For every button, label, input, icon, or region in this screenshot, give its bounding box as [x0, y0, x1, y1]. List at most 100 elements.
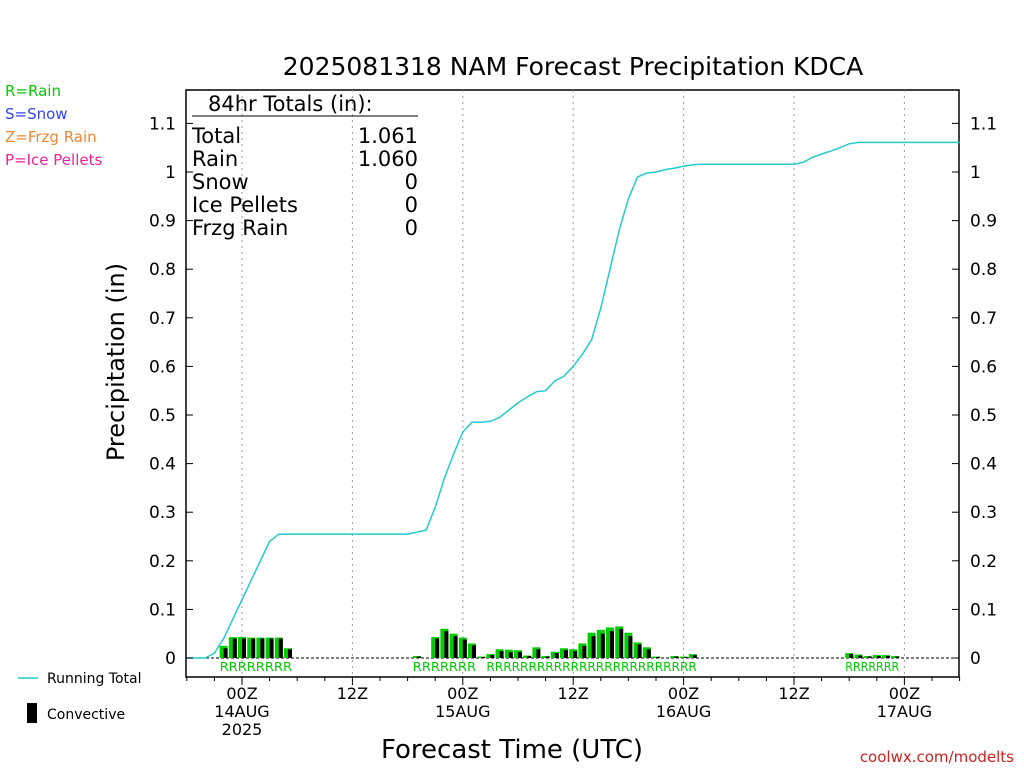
x-tick-label: 00Z [889, 684, 920, 703]
y-tick-label: 0.1 [149, 600, 176, 620]
convective-bar [499, 651, 504, 658]
convective-bar [564, 650, 568, 658]
convective-bar [527, 656, 532, 658]
y-tick-label: 0.9 [970, 212, 997, 232]
convective-bar [591, 636, 596, 658]
convective-legend-swatch [27, 703, 37, 723]
vertical-gridlines [241, 90, 905, 677]
precip-type-legend-item: Z=Frzg Rain [5, 128, 97, 146]
convective-bar [462, 639, 467, 658]
y-tick-label: 0.3 [970, 503, 997, 523]
totals-header: 84hr Totals (in): [208, 92, 373, 116]
y-tick-label: 0.5 [149, 406, 176, 426]
convective-bar [619, 628, 624, 658]
totals-row-value: 0 [405, 170, 418, 194]
convective-bar [545, 656, 550, 658]
y-tick-label: 1 [165, 163, 176, 183]
convective-bar [637, 644, 642, 658]
x-tick-label: 00Z [226, 684, 257, 703]
x-tick-label: 12Z [778, 684, 809, 703]
convective-bar [849, 654, 854, 658]
convective-bar [674, 656, 679, 658]
totals-row-label: Total [191, 124, 241, 148]
y-tick-label: 0.9 [149, 212, 176, 232]
convective-bar [251, 638, 256, 658]
convective-bar [508, 652, 513, 658]
totals-row-label: Rain [192, 147, 238, 171]
convective-bar [628, 636, 633, 658]
convective-bar [444, 631, 449, 658]
x-tick-label: 00Z [447, 684, 478, 703]
running-total-line [186, 141, 960, 659]
convective-bar [646, 649, 651, 658]
y-tick-label: 0 [970, 649, 981, 669]
convective-bar [269, 638, 274, 658]
convective-bar [692, 655, 697, 658]
convective-bar [453, 636, 458, 658]
x-tick-label: 12Z [558, 684, 589, 703]
totals-row-value: 1.060 [358, 147, 418, 171]
y-tick-label: 0.5 [970, 406, 997, 426]
y-tick-label: 1 [970, 163, 981, 183]
convective-bar [472, 645, 476, 658]
convective-bar [858, 655, 863, 658]
y-tick-label: 1.1 [149, 114, 176, 134]
x-tick-label: 12Z [337, 684, 368, 703]
y-axis-label: Precipitation (in) [102, 263, 130, 461]
precip-type-legend-item: P=Ice Pellets [5, 151, 102, 169]
convective-bar [278, 638, 283, 658]
convective-bar [886, 656, 890, 658]
convective-bar [536, 649, 541, 658]
y-tick-label: 0.4 [970, 455, 997, 475]
convective-bar [288, 649, 292, 658]
convective-bar [876, 656, 881, 658]
totals-row-value: 1.061 [358, 124, 418, 148]
y-tick-label: 0.6 [970, 357, 997, 377]
y-tick-label: 0.8 [970, 260, 997, 280]
y-tick-label: 0.4 [149, 455, 176, 475]
precip-type-string: RRRRRRR [845, 660, 899, 674]
totals-box: 84hr Totals (in): Total 1.061 Rain 1.060 Sno… [191, 92, 418, 240]
totals-row-label: Snow [192, 170, 249, 194]
x-tick-label: 16AUG [656, 702, 711, 721]
y-tick-label: 0.2 [149, 552, 176, 572]
convective-bar [416, 656, 421, 658]
running-total-legend-label: Running Total [47, 671, 142, 687]
convective-bar [518, 652, 522, 658]
convective-bar [683, 657, 688, 658]
y-tick-label: 0.1 [970, 600, 997, 620]
y-tick-label: 1.1 [970, 114, 997, 134]
convective-bar [867, 656, 872, 658]
y-tick-label: 0.3 [149, 503, 176, 523]
x-tick-label: 15AUG [435, 702, 490, 721]
chart-title: 2025081318 NAM Forecast Precipitation KD… [283, 52, 863, 81]
convective-bar [223, 648, 228, 658]
totals-row-value: 0 [405, 216, 418, 240]
convective-bar [600, 633, 605, 658]
convective-bar [610, 631, 614, 658]
plot-frame [185, 89, 960, 678]
totals-row-label: Ice Pellets [192, 193, 298, 217]
x-tick-label: 2025 [222, 720, 263, 739]
convective-legend-label: Convective [47, 707, 125, 723]
totals-row-value: 0 [405, 193, 418, 217]
convective-bar [435, 638, 440, 658]
precip-type-string: RRRRRRRRRRRRRRRRRRRRRRRRR [486, 660, 696, 674]
convective-bar [895, 656, 900, 658]
convective-bar [260, 638, 265, 658]
y-axis-right: 0 0.1 0.2 0.3 0.4 0.5 0.6 0.7 0.8 0.9 1 1.1 [952, 114, 997, 669]
precip-type-string: RRRRRRR [413, 660, 476, 674]
y-tick-label: 0.7 [149, 309, 176, 329]
y-tick-label: 0.2 [970, 552, 997, 572]
convective-bar [481, 657, 486, 658]
x-tick-label: 00Z [668, 684, 699, 703]
y-tick-label: 0.8 [149, 260, 176, 280]
precip-type-legend-item: S=Snow [5, 105, 68, 123]
convective-bar [232, 638, 237, 658]
y-tick-label: 0 [165, 649, 176, 669]
convective-bar [582, 645, 587, 658]
convective-bar [656, 657, 660, 658]
convective-bar [242, 638, 246, 658]
precip-type-legend-item: R=Rain [5, 82, 61, 100]
